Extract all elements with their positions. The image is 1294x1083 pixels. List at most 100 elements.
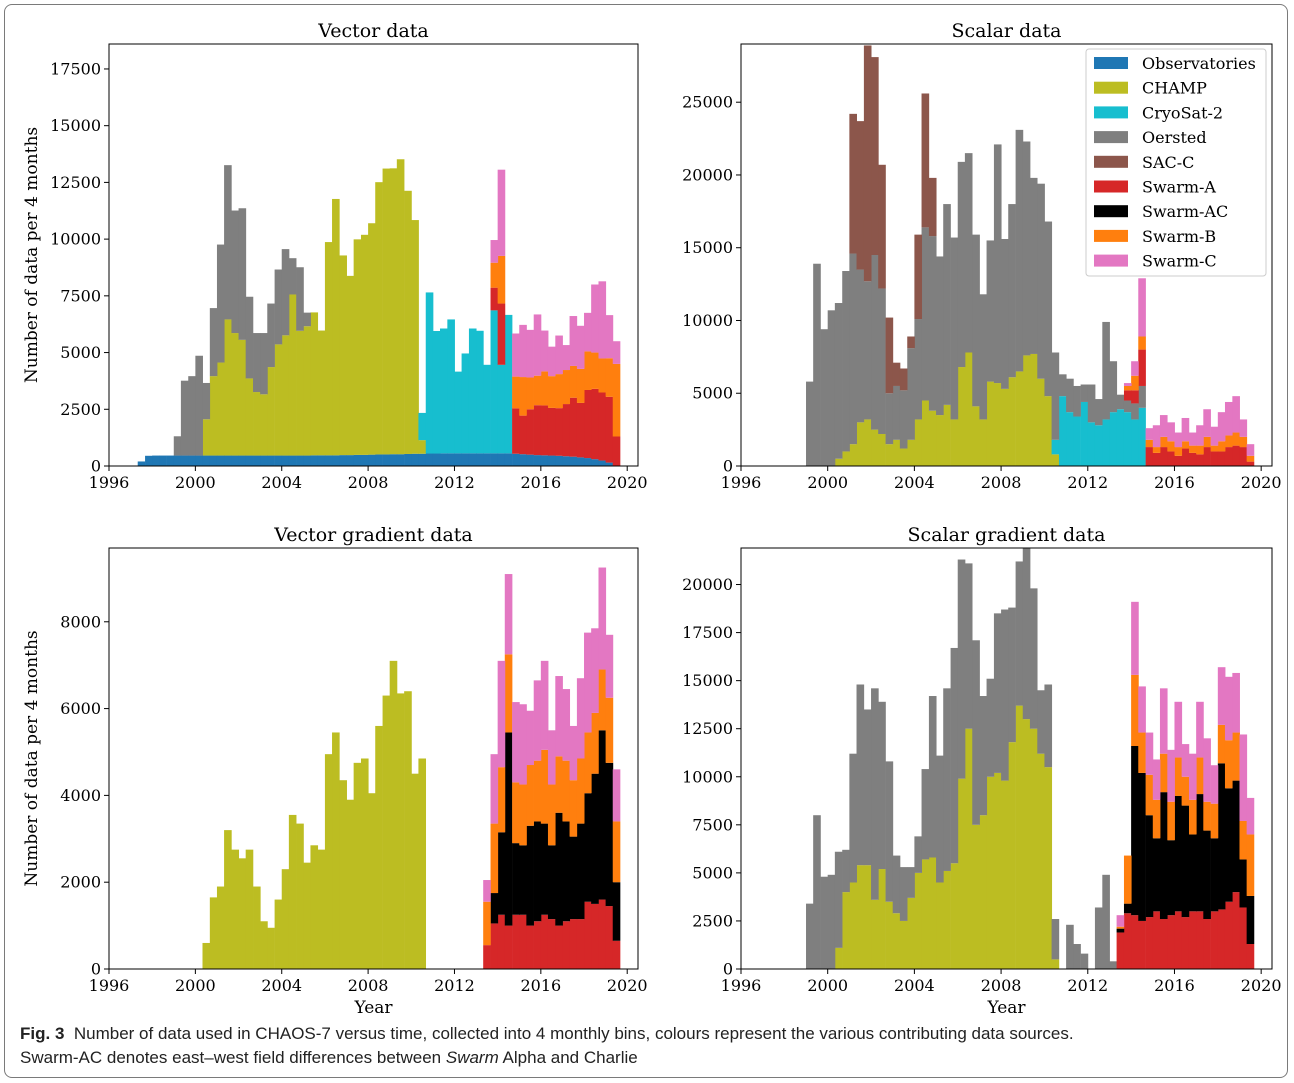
bar-swarm-b-2018_67 (1232, 732, 1240, 781)
bar-swarm-b-2017_00 (1196, 757, 1204, 795)
bar-swarm-b-2017_00 (1196, 445, 1204, 455)
bar-swarm-b-2014_67 (1145, 774, 1154, 816)
bar-swarm-c-2015_33 (526, 710, 534, 766)
y-tick-label: 12500 (682, 719, 733, 738)
bar-observatories-2010_67 (425, 453, 434, 466)
bar-oersted-2004_33 (921, 769, 930, 860)
bar-swarm-b-2016_33 (547, 784, 556, 846)
legend: Observatories CHAMP CryoSat-2 Oersted SAC-C S… (1085, 48, 1267, 277)
bar-oersted-2001_67 (863, 709, 872, 866)
bar-swarm-a-2014_67 (512, 914, 520, 969)
bar-champ-2007_33 (986, 776, 995, 969)
bar-champ-2002_00 (871, 429, 879, 466)
legend-label-oersted: Oersted (1142, 128, 1207, 147)
bar-swarm-c-2013_33 (483, 880, 491, 902)
bar-champ-2001_00 (216, 886, 225, 969)
bar-swarm-b-2018_67 (598, 669, 607, 731)
x-tick-label: 2004 (261, 976, 302, 995)
bar-oersted-2005_33 (943, 688, 951, 871)
bar-oersted-2000_33 (834, 303, 843, 459)
bar-observatories-2016_33 (547, 455, 556, 466)
bar-swarm-c-2016_00 (1174, 701, 1183, 758)
bar-swarm-c-2013_67 (490, 240, 499, 263)
bar-observatories-2012_33 (461, 453, 470, 466)
bar-oersted-2005_00 (936, 256, 944, 416)
bar-swarm-ac-2017_67 (576, 823, 585, 920)
bar-swarm-b-2013_67 (1123, 385, 1132, 391)
bar-swarm-a-2018_67 (1232, 445, 1240, 466)
bar-swarm-a-2013_33 (483, 945, 491, 969)
bar-swarm-b-2014_33 (1138, 336, 1146, 350)
bar-champ-2002_67 (885, 901, 894, 969)
bar-cryosat-2-2011_33 (440, 328, 448, 454)
bar-champ-2002_00 (871, 899, 879, 969)
bar-champ-2006_33 (964, 352, 973, 466)
bar-observatories-2009_00 (389, 454, 398, 466)
bar-oersted-2007_67 (993, 613, 1002, 773)
bar-champ-2000_33 (834, 947, 843, 969)
bar-swarm-c-2016_00 (1174, 432, 1183, 448)
bar-swarm-a-2019_33 (612, 940, 621, 969)
legend-swatch-swarm-c (1094, 254, 1128, 267)
bar-observatories-2005_33 (310, 455, 319, 466)
bar-champ-2001_00 (216, 362, 225, 456)
bar-observatories-1999_33 (180, 455, 189, 466)
bar-swarm-a-2014_00 (1131, 915, 1139, 969)
bar-observatories-2006_33 (332, 455, 340, 466)
bar-swarm-ac-2015_00 (1152, 838, 1161, 912)
bar-champ-2001_33 (856, 865, 865, 969)
bar-swarm-b-2014_00 (497, 255, 506, 304)
bar-swarm-a-2013_67 (490, 923, 499, 969)
bar-observatories-2001_67 (231, 455, 240, 466)
bar-champ-2003_67 (274, 899, 283, 969)
bar-swarm-b-2016_33 (1181, 441, 1190, 449)
bar-swarm-ac-2018_00 (1217, 763, 1226, 910)
bar-swarm-b-2019_33 (612, 363, 621, 437)
bar-swarm-a-2018_67 (1232, 892, 1240, 969)
bar-swarm-a-2018_67 (598, 392, 607, 461)
bar-observatories-1999_00 (173, 455, 182, 466)
bar-champ-2004_67 (296, 330, 304, 456)
bar-swarm-b-2014_67 (1145, 439, 1154, 448)
bars-vector-gradient-data (202, 567, 621, 969)
bar-observatories-2018_33 (591, 459, 599, 466)
bar-champ-2002_67 (885, 444, 894, 466)
bar-swarm-c-2016_33 (547, 346, 556, 377)
bar-swarm-a-2014_33 (1138, 920, 1146, 969)
bar-cryosat-2-2010_33 (418, 412, 427, 441)
bar-swarm-c-2016_00 (540, 330, 549, 372)
figure-canvas: 1996 2000 2004 2008 2012 2016 2020 0 2500 5000 750… (22, 20, 1282, 1018)
bar-observatories-2005_67 (317, 455, 326, 466)
bar-swarm-c-2016_67 (1188, 432, 1197, 446)
bar-oersted-2007_00 (979, 696, 988, 816)
bar-champ-2008_33 (375, 725, 383, 969)
bar-swarm-c-2014_67 (1145, 732, 1154, 775)
y-tick-label: 6000 (60, 699, 101, 718)
bar-champ-2002_00 (238, 339, 247, 456)
bar-swarm-b-2018_00 (584, 732, 592, 794)
bar-oersted-2002_33 (878, 288, 886, 434)
bar-swarm-b-2013_67 (490, 823, 499, 894)
bar-observatories-2000_33 (202, 455, 211, 466)
y-tick-label: 0 (723, 960, 733, 979)
bar-swarm-b-2017_33 (1203, 801, 1211, 831)
panel-title: Scalar data (952, 20, 1062, 42)
bar-oersted-2003_33 (899, 390, 908, 449)
bar-swarm-a-2017_33 (569, 919, 578, 969)
bar-champ-2001_33 (224, 319, 232, 456)
bar-swarm-c-2014_00 (1131, 601, 1139, 675)
bar-swarm-a-2016_00 (1174, 911, 1183, 969)
bar-oersted-2005_67 (950, 237, 959, 420)
bar-swarm-b-2014_00 (1131, 674, 1139, 747)
x-tick-label: 2004 (894, 473, 935, 492)
x-tick-label: 2008 (348, 976, 389, 995)
bar-cryosat-2-2012_00 (454, 371, 463, 454)
bar-swarm-a-2017_00 (1196, 454, 1204, 466)
bar-swarm-c-2015_33 (1159, 415, 1168, 437)
bar-swarm-c-2014_67 (512, 702, 520, 783)
bars-scalar-data (806, 45, 1255, 466)
bar-swarm-a-2013_67 (1123, 913, 1132, 969)
bar-champ-2009_33 (396, 693, 405, 969)
bar-oersted-2002_00 (871, 255, 879, 430)
bar-oersted-2004_00 (281, 249, 290, 336)
